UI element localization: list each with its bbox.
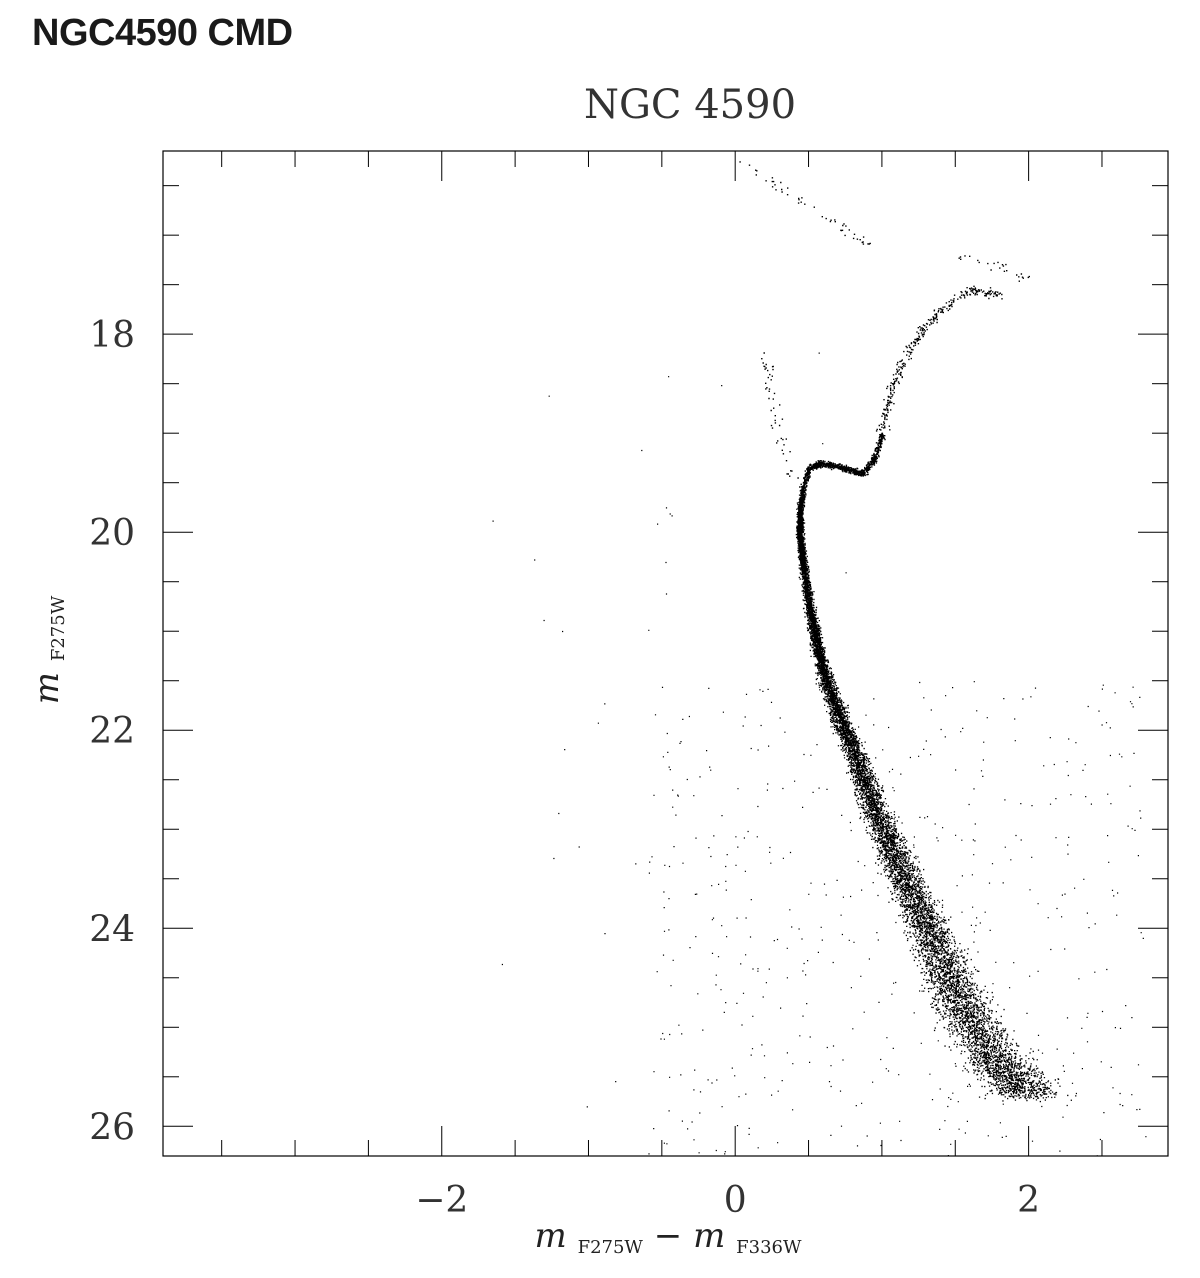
y-tick-label: 24 — [89, 909, 135, 950]
x-label-main: m — [535, 1216, 567, 1256]
x-tick-label: 0 — [724, 1180, 747, 1221]
y-label-main: m — [27, 672, 67, 704]
x-tick-label: −2 — [415, 1180, 468, 1221]
plot-frame — [162, 150, 1169, 1157]
x-tick-labels: −2 0 2 — [415, 1180, 1040, 1221]
x-label-sub2: F336W — [736, 1237, 802, 1258]
x-label-main2: m — [693, 1216, 725, 1256]
x-label-dash: − — [654, 1216, 683, 1256]
x-tick-label: 2 — [1017, 1180, 1040, 1221]
y-tick-labels: 18 20 22 24 26 — [89, 315, 135, 1148]
y-tick-label: 20 — [89, 513, 135, 554]
y-axis-label: m F275W — [27, 595, 69, 704]
page-title: NGC4590 CMD — [32, 12, 293, 54]
axis-ticks — [163, 151, 1168, 1156]
scatter-points — [492, 161, 1147, 1157]
y-tick-label: 22 — [89, 711, 135, 752]
x-axis-label: m F275W − m F336W — [535, 1216, 802, 1262]
x-label-sub1: F275W — [578, 1237, 644, 1258]
y-label-sub: F275W — [48, 595, 69, 661]
star-points — [492, 161, 1147, 1157]
y-tick-label: 18 — [89, 315, 135, 356]
y-tick-label: 26 — [89, 1107, 135, 1148]
chart-title: NGC 4590 — [584, 82, 796, 128]
